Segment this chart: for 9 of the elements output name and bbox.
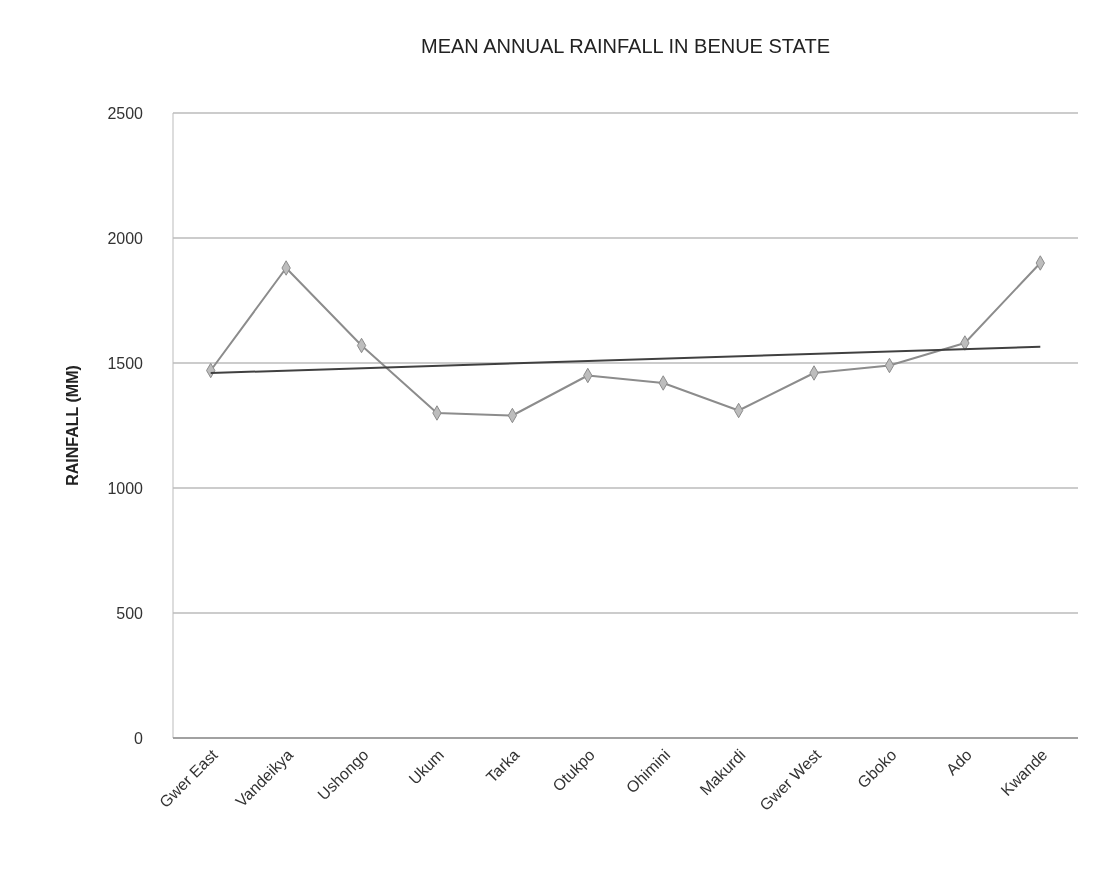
- y-tick-label: 2000: [107, 229, 144, 247]
- y-tick-label: 1500: [107, 354, 144, 372]
- y-axis-title: RAINFALL (MM): [64, 365, 81, 486]
- y-tick-label: 500: [116, 604, 144, 622]
- y-tick-label: 1000: [107, 479, 144, 497]
- chart-title: MEAN ANNUAL RAINFALL IN BENUE STATE: [421, 35, 830, 57]
- x-tick-label: Ado: [942, 746, 976, 779]
- y-tick-label: 2500: [107, 104, 144, 122]
- y-tick-label: 0: [134, 729, 144, 747]
